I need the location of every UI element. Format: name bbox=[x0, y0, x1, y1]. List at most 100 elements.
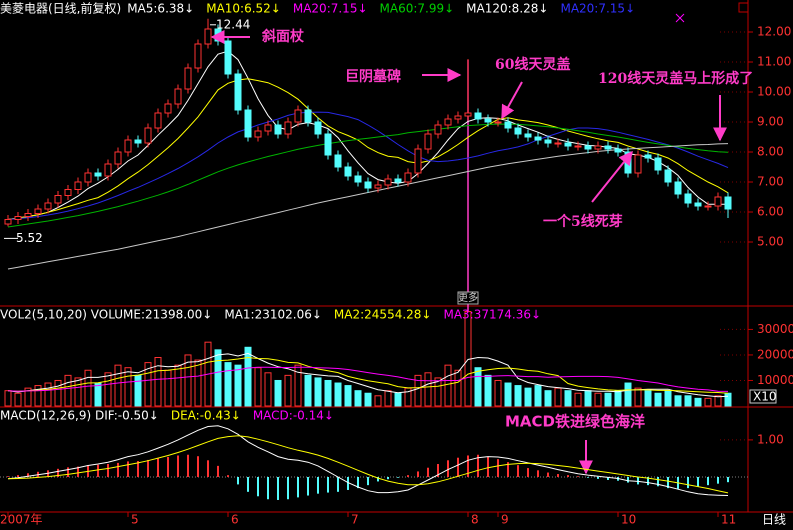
x-tick-label: 10 bbox=[621, 513, 636, 527]
chart-title: 美菱电器(日线,前复权) bbox=[0, 1, 121, 16]
candle-body bbox=[454, 115, 462, 120]
unit-label: X10 bbox=[753, 390, 777, 404]
volume-bar bbox=[134, 374, 142, 407]
candle-body bbox=[414, 148, 422, 174]
ma-line bbox=[7, 123, 729, 228]
candle-body bbox=[374, 184, 382, 189]
cursor-box[interactable] bbox=[457, 291, 479, 305]
legend-entry: MA10:6.52↓ bbox=[206, 2, 281, 16]
candle-body bbox=[184, 67, 192, 90]
candle-body bbox=[204, 28, 212, 45]
candle-body bbox=[394, 178, 402, 183]
volume-bar bbox=[564, 390, 572, 407]
candle-body bbox=[544, 139, 552, 144]
volume-bar bbox=[354, 390, 362, 407]
volume-bar bbox=[514, 385, 522, 407]
volume-bar bbox=[414, 374, 422, 407]
volume-bar bbox=[544, 390, 552, 407]
volume-bar bbox=[474, 367, 482, 407]
x-tick-label: 5 bbox=[131, 513, 139, 527]
volume-bar bbox=[244, 346, 252, 407]
y-tick-label: 10.00 bbox=[757, 85, 791, 99]
candle-body bbox=[124, 139, 132, 153]
candle-body bbox=[264, 124, 272, 132]
x-axis-label: 日线 bbox=[762, 513, 786, 527]
volume-bar bbox=[704, 397, 712, 407]
y-tick-label: 10000 bbox=[757, 373, 793, 387]
volume-bar bbox=[604, 392, 612, 407]
candle-body bbox=[474, 112, 482, 120]
candle-body bbox=[44, 202, 52, 210]
volume-bar bbox=[434, 377, 442, 407]
candle-body bbox=[464, 112, 472, 117]
candle-body bbox=[164, 103, 172, 114]
candle-body bbox=[434, 124, 442, 135]
candle-body bbox=[54, 195, 62, 204]
volume-bar bbox=[314, 377, 322, 407]
window-icon[interactable] bbox=[738, 2, 749, 13]
candle-body bbox=[384, 178, 392, 186]
candle-body bbox=[84, 172, 92, 183]
volume-bar bbox=[124, 367, 132, 407]
volume-bar bbox=[44, 382, 52, 407]
x-tick-label: 6 bbox=[231, 513, 239, 527]
volume-bar bbox=[524, 387, 532, 407]
candle-body bbox=[244, 109, 252, 138]
legend-entry: MA3:37174.36↓ bbox=[443, 308, 541, 322]
volume-bar bbox=[674, 395, 682, 407]
y-tick-label: 11.00 bbox=[757, 55, 791, 69]
candle-body bbox=[144, 127, 152, 144]
candle-body bbox=[634, 154, 642, 174]
volume-bar bbox=[304, 374, 312, 407]
legend-entry: MACD(12,26,9) DIF:-0.50↓ bbox=[0, 409, 159, 423]
candle-body bbox=[484, 118, 492, 123]
volume-bar bbox=[84, 369, 92, 407]
volume-bar bbox=[74, 377, 82, 407]
annotation-arrow bbox=[501, 81, 523, 120]
volume-bar bbox=[664, 390, 672, 407]
candle-body bbox=[274, 124, 282, 135]
legend-entry: VOL2(5,10,20) VOLUME:21398.00↓ bbox=[0, 308, 212, 322]
volume-bar bbox=[654, 392, 662, 407]
candle-body bbox=[724, 196, 732, 210]
volume-bar bbox=[4, 390, 12, 407]
volume-bar bbox=[694, 397, 702, 407]
y-tick-label: 7.00 bbox=[757, 175, 784, 189]
volume-bar bbox=[394, 392, 402, 407]
annotation: MACD铁进绿色海洋 bbox=[505, 413, 645, 431]
candle-body bbox=[334, 154, 342, 168]
volume-bar bbox=[554, 387, 562, 407]
legend-entry: MA120:8.28↓ bbox=[466, 2, 548, 16]
volume-bar bbox=[684, 395, 692, 407]
volume-bar bbox=[504, 382, 512, 407]
volume-bar bbox=[584, 390, 592, 407]
volume-bar bbox=[224, 362, 232, 407]
candle-body bbox=[314, 121, 322, 135]
annotation: 120线天灵盖马上形成了 bbox=[598, 70, 753, 87]
close-icon[interactable] bbox=[675, 13, 685, 23]
volume-bar bbox=[284, 374, 292, 407]
volume-bar bbox=[184, 354, 192, 407]
candle-body bbox=[614, 148, 622, 153]
candle-body bbox=[94, 172, 102, 177]
candle-body bbox=[34, 208, 42, 214]
volume-bar bbox=[194, 359, 202, 407]
annotation: 斜面杖 bbox=[261, 28, 305, 45]
candle-body bbox=[594, 145, 602, 150]
volume-bar bbox=[174, 364, 182, 407]
volume-bar bbox=[344, 385, 352, 407]
candle-body bbox=[604, 145, 612, 150]
ma-line bbox=[7, 425, 729, 496]
legend-entry: MA60:7.99↓ bbox=[380, 2, 455, 16]
volume-bar bbox=[114, 364, 122, 407]
volume-bar bbox=[144, 362, 152, 407]
volume-bar bbox=[164, 369, 172, 407]
legend-entry: MA5:6.38↓ bbox=[127, 2, 194, 16]
candle-body bbox=[444, 118, 452, 126]
volume-bar bbox=[384, 390, 392, 407]
volume-bar bbox=[334, 382, 342, 407]
volume-bar bbox=[574, 392, 582, 407]
candle-body bbox=[174, 88, 182, 105]
candle-body bbox=[194, 43, 202, 69]
y-tick-label: 6.00 bbox=[757, 205, 784, 219]
